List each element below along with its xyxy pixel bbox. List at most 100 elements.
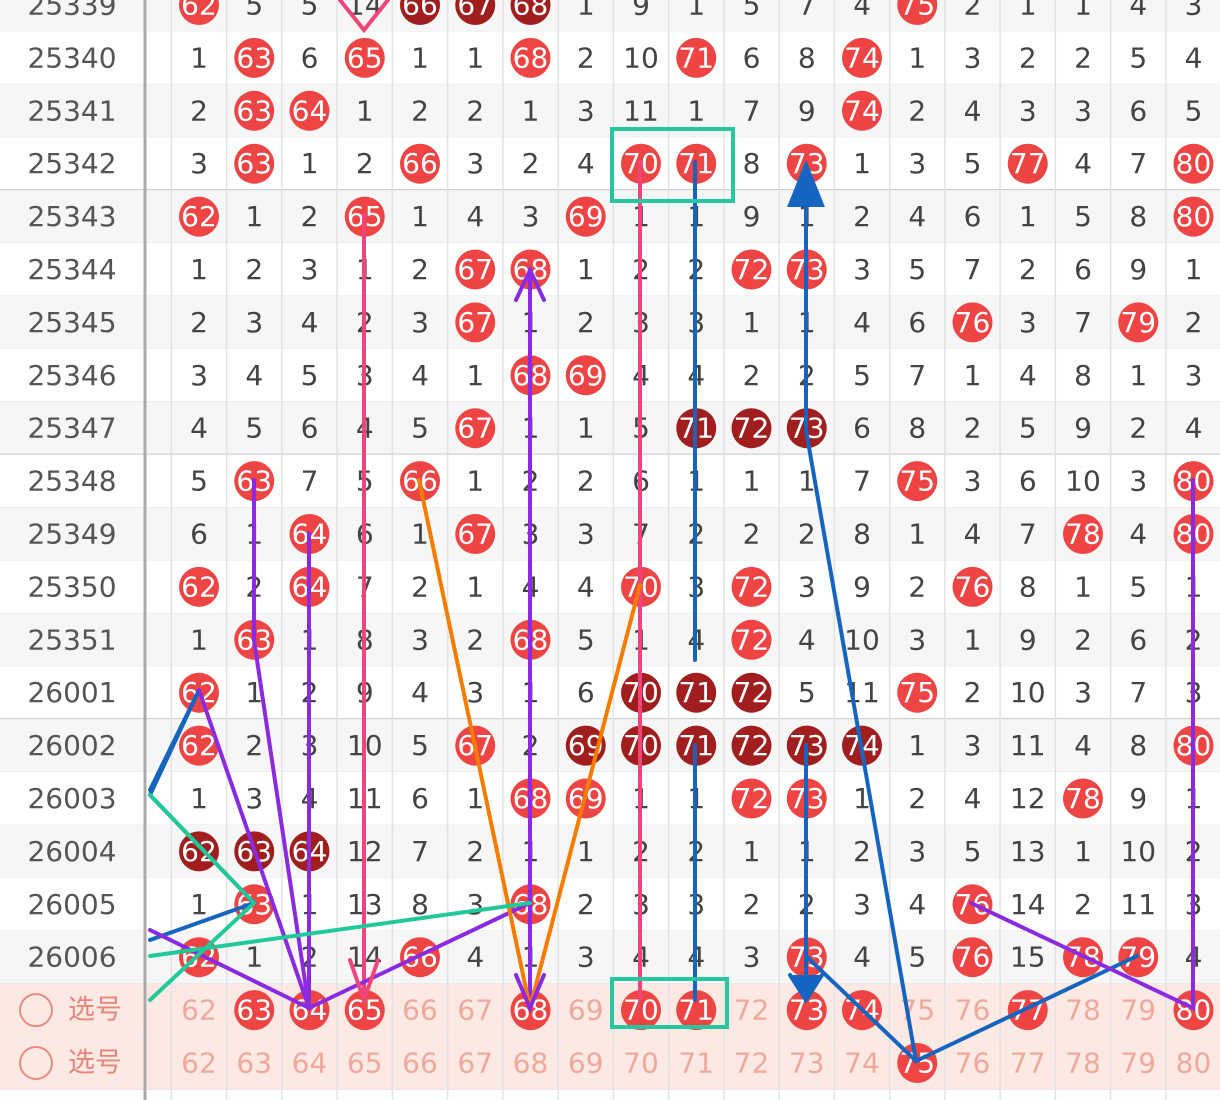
cell-value: 1 [466, 465, 484, 498]
cell-value: 5 [743, 0, 761, 22]
cell-value: 62 [181, 1047, 217, 1080]
cell-value: 2 [1074, 623, 1092, 656]
cell-value: 3 [245, 306, 263, 339]
cell-value: 72 [734, 412, 770, 445]
cell-value: 8 [1074, 359, 1092, 392]
ball [1063, 514, 1103, 554]
cell-value: 6 [1129, 623, 1147, 656]
ball [455, 408, 496, 449]
ball [400, 143, 440, 184]
cell-value: 4 [301, 306, 319, 339]
cell-value: 3 [245, 782, 263, 815]
cell-value: 76 [955, 306, 991, 339]
ball [731, 566, 772, 607]
cell-value: 7 [743, 94, 761, 127]
cell-value: 8 [1129, 729, 1147, 762]
cell-value: 7 [1129, 676, 1147, 709]
cell-value: 74 [844, 41, 880, 74]
line [148, 793, 257, 1002]
cell-value: 4 [908, 200, 926, 233]
cell-value: 6 [411, 782, 429, 815]
cell-value: 80 [1176, 147, 1212, 180]
ball [1118, 302, 1159, 343]
cell-value: 1 [687, 94, 705, 127]
ball [289, 90, 330, 131]
cell-value: 4 [1074, 147, 1092, 180]
cell-value: 6 [743, 41, 761, 74]
cell-value: 67 [457, 0, 493, 22]
cell-value: 1 [687, 0, 705, 22]
cell-value: 5 [1019, 412, 1037, 445]
cell-value: 11 [1010, 729, 1046, 762]
cell-value: 5 [301, 359, 319, 392]
cell-value: 2 [245, 729, 263, 762]
cell-value: 1 [908, 41, 926, 74]
cell-value: 77 [1010, 147, 1046, 180]
cell-value: 8 [1129, 200, 1147, 233]
cell-value: 4 [411, 359, 429, 392]
cell-value: 3 [301, 253, 319, 286]
cell-value: 7 [301, 465, 319, 498]
cell-value: 7 [411, 835, 429, 868]
cell-value: 67 [457, 253, 493, 286]
ball [179, 725, 219, 766]
cell-value: 68 [513, 0, 549, 22]
cell-value: 3 [577, 941, 595, 974]
cell-value: 62 [181, 994, 217, 1027]
cell-value: 62 [181, 0, 217, 22]
cell-value: 76 [955, 1047, 991, 1080]
cell-value: 74 [844, 94, 880, 127]
cell-value: 3 [466, 888, 484, 921]
cell-value: 6 [1074, 253, 1092, 286]
cell-value: 5 [1129, 41, 1147, 74]
cell-value: 5 [411, 412, 429, 445]
ball [455, 249, 496, 290]
cell-value: 11 [623, 94, 659, 127]
cell-value: 2 [908, 782, 926, 815]
row-bg [0, 772, 1220, 825]
ball [179, 566, 219, 607]
cell-value: 72 [734, 253, 770, 286]
cell-value: 67 [457, 1047, 493, 1080]
cell-value: 69 [568, 359, 604, 392]
cell-value: 78 [1065, 782, 1101, 815]
cell-value: 80 [1176, 200, 1212, 233]
cell-value: 13 [1010, 835, 1046, 868]
issue-number: 26005 [27, 888, 116, 921]
cell-value: 4 [1074, 729, 1092, 762]
cell-value: 65 [347, 1047, 383, 1080]
cell-value: 3 [1185, 359, 1203, 392]
cell-value: 3 [1019, 94, 1037, 127]
cell-value: 1 [356, 94, 374, 127]
issue-number: 25350 [27, 570, 116, 603]
cell-value: 63 [236, 1047, 272, 1080]
cell-value: 9 [1129, 782, 1147, 815]
ball [731, 249, 772, 290]
cell-value: 1 [1129, 359, 1147, 392]
cell-value: 9 [798, 94, 816, 127]
cell-value: 62 [181, 570, 217, 603]
cell-value: 5 [245, 0, 263, 22]
cell-value: 2 [577, 465, 595, 498]
cell-value: 1 [908, 729, 926, 762]
cell-value: 5 [1074, 200, 1092, 233]
ball [289, 990, 330, 1031]
cell-value: 7 [853, 465, 871, 498]
cell-value: 62 [181, 729, 217, 762]
cell-value: 2 [964, 676, 982, 709]
cell-value: 1 [964, 623, 982, 656]
issue-number: 26001 [27, 676, 116, 709]
cell-value: 5 [853, 359, 871, 392]
cell-value: 4 [190, 412, 208, 445]
cell-value: 4 [1185, 41, 1203, 74]
ball [565, 196, 606, 237]
ball [1007, 143, 1048, 184]
cell-value: 2 [411, 253, 429, 286]
cell-value: 1 [577, 412, 595, 445]
cell-value: 6 [301, 412, 319, 445]
line [148, 928, 311, 1010]
cell-value: 3 [853, 888, 871, 921]
cell-value: 3 [577, 518, 595, 551]
cell-value: 68 [513, 41, 549, 74]
